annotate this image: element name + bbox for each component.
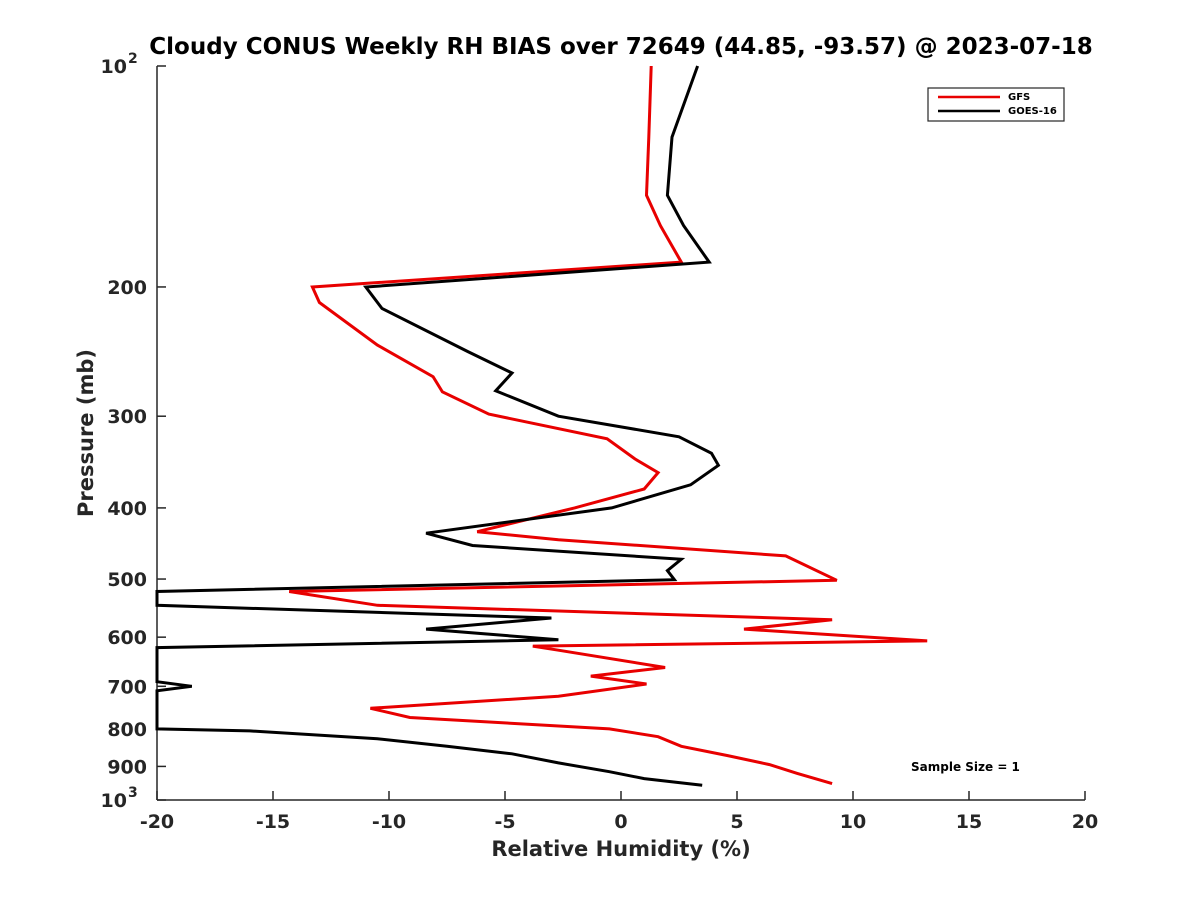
y-tick-label: 10 — [101, 56, 127, 78]
y-tick-label: 500 — [107, 569, 147, 591]
y-tick-exponent: 2 — [128, 51, 138, 67]
y-tick-label: 900 — [107, 756, 147, 778]
y-tick-exponent: 3 — [128, 785, 138, 801]
legend-label-gfs: GFS — [1008, 92, 1030, 103]
x-tick-label: 5 — [730, 811, 743, 833]
y-tick-label: 300 — [107, 406, 147, 428]
x-axis: -20 -15 -10 -5 0 5 10 15 20 — [140, 791, 1098, 833]
x-tick-label: -15 — [256, 811, 290, 833]
series-line-goes-16 — [155, 65, 721, 787]
y-tick-label: 400 — [107, 498, 147, 520]
x-tick-label: -20 — [140, 811, 174, 833]
y-tick-label: 800 — [107, 719, 147, 741]
y-tick-label: 200 — [107, 277, 147, 299]
x-tick-label: 15 — [956, 811, 982, 833]
x-axis-label: Relative Humidity (%) — [491, 837, 750, 861]
y-tick-label: 10 — [101, 790, 127, 812]
y-axis-label: Pressure (mb) — [74, 349, 98, 517]
chart-title: Cloudy CONUS Weekly RH BIAS over 72649 (… — [149, 34, 1092, 60]
x-tick-label: -5 — [494, 811, 515, 833]
x-tick-label: -10 — [372, 811, 406, 833]
legend-box — [927, 87, 1065, 122]
y-tick-label: 600 — [107, 627, 147, 649]
x-tick-label: 0 — [614, 811, 627, 833]
x-tick-label: 20 — [1072, 811, 1098, 833]
plot-area — [156, 66, 1085, 801]
series-layer — [155, 65, 928, 787]
y-tick-label: 700 — [107, 676, 147, 698]
sample-size-annotation: Sample Size = 1 — [911, 760, 1020, 774]
x-tick-label: 10 — [840, 811, 866, 833]
legend-label-goes16: GOES-16 — [1008, 106, 1057, 117]
legend: GFS GOES-16 — [927, 87, 1065, 122]
series-line-gfs — [288, 65, 928, 786]
